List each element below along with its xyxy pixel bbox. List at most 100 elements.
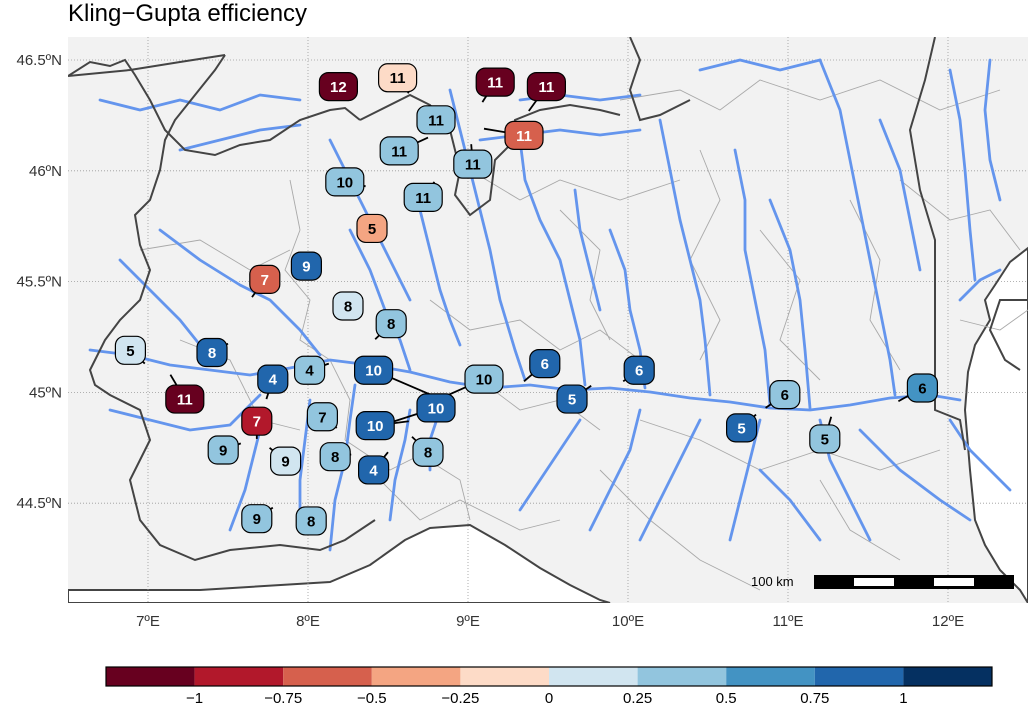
station-marker[interactable] bbox=[453, 149, 493, 179]
lat-tick-label: 46.5ºN bbox=[16, 52, 62, 69]
map-title: Kling−Gupta efficiency bbox=[68, 0, 308, 27]
station-marker[interactable] bbox=[270, 446, 302, 476]
lat-tick-label: 46ºN bbox=[29, 163, 62, 180]
lon-tick-label: 9ºE bbox=[456, 613, 480, 630]
station-marker[interactable] bbox=[290, 251, 322, 281]
colorbar-tick-label: −1 bbox=[186, 690, 203, 707]
river-line bbox=[818, 58, 897, 397]
colorbar-tick-label: −0.75 bbox=[264, 690, 302, 707]
station-marker[interactable] bbox=[249, 264, 281, 294]
station-label: 11 bbox=[487, 75, 503, 92]
station-marker[interactable] bbox=[526, 71, 567, 102]
scale-bar: 100 km bbox=[751, 574, 1014, 589]
lat-tick-label: 45.5ºN bbox=[16, 274, 62, 291]
station-marker[interactable] bbox=[114, 335, 147, 365]
lon-tick-label: 11ºE bbox=[772, 613, 803, 630]
admin-boundaries bbox=[139, 79, 1028, 591]
colorbar-segment bbox=[637, 667, 727, 686]
map-axes: 7ºE 8ºE 9ºE 10ºE 11ºE 12ºE 46.5ºN 46ºN 45.5ºN 45º… bbox=[16, 52, 964, 630]
station-marker[interactable] bbox=[379, 136, 419, 166]
station-marker[interactable] bbox=[809, 424, 841, 454]
river-line bbox=[658, 118, 712, 397]
river-line bbox=[448, 88, 527, 382]
lat-tick-label: 44.5ºN bbox=[16, 495, 62, 512]
scale-bar-segment bbox=[934, 578, 974, 586]
colorbar-tick-label: 0.25 bbox=[623, 690, 652, 707]
station-marker[interactable] bbox=[295, 506, 327, 536]
station-marker[interactable] bbox=[165, 384, 205, 414]
station-marker[interactable] bbox=[257, 364, 289, 394]
station-marker[interactable] bbox=[354, 355, 394, 385]
station-marker[interactable] bbox=[355, 411, 395, 441]
river-line bbox=[88, 348, 962, 412]
station-marker[interactable] bbox=[358, 455, 390, 485]
lat-tick-label: 45ºN bbox=[29, 384, 62, 401]
station-label: 8 bbox=[331, 449, 339, 466]
admin-boundary-line bbox=[639, 419, 941, 471]
station-marker[interactable] bbox=[356, 213, 388, 244]
station-label: 4 bbox=[305, 363, 314, 380]
colorbar-segment bbox=[814, 667, 904, 686]
station-marker[interactable] bbox=[318, 71, 358, 102]
station-marker[interactable] bbox=[475, 67, 515, 97]
station-marker[interactable] bbox=[529, 348, 561, 379]
lon-tick-label: 10ºE bbox=[612, 613, 644, 630]
station-marker[interactable] bbox=[207, 435, 239, 465]
national-border-line bbox=[359, 93, 621, 217]
station-label: 5 bbox=[737, 420, 745, 437]
station-label: 11 bbox=[465, 157, 481, 174]
station-label: 10 bbox=[367, 418, 384, 435]
station-label: 11 bbox=[177, 392, 193, 409]
admin-boundary-line bbox=[379, 479, 561, 531]
station-label: 11 bbox=[538, 79, 554, 96]
station-marker[interactable] bbox=[196, 337, 228, 368]
station-marker[interactable] bbox=[306, 402, 338, 432]
river-line bbox=[858, 428, 972, 522]
national-borders bbox=[68, 37, 1028, 562]
station-marker[interactable] bbox=[325, 167, 365, 197]
scale-bar-label: 100 km bbox=[751, 574, 794, 589]
admin-boundary-line bbox=[139, 239, 291, 271]
station-marker[interactable] bbox=[319, 442, 351, 472]
admin-boundary-line bbox=[284, 179, 351, 441]
colorbar-segment bbox=[903, 667, 992, 686]
station-label: 10 bbox=[336, 174, 353, 191]
station-marker[interactable] bbox=[416, 393, 456, 423]
station-markers: 12 11 11 11 11 11 11 11 10 11 5 9 7 8 8 5 8 11 4 4 10 10 6 6 10 7… bbox=[114, 63, 939, 536]
station-label: 11 bbox=[428, 112, 444, 129]
station-marker[interactable] bbox=[725, 413, 758, 443]
colorbar: −1 −0.75 −0.5 −0.25 0 0.25 0.5 0.75 1 bbox=[105, 666, 993, 707]
station-marker[interactable] bbox=[464, 364, 504, 394]
river-line bbox=[573, 188, 602, 312]
station-marker[interactable] bbox=[412, 437, 444, 467]
lon-tick-label: 7ºE bbox=[136, 613, 160, 630]
station-marker[interactable] bbox=[416, 105, 456, 135]
land-background bbox=[68, 37, 1028, 603]
station-label: 4 bbox=[269, 372, 278, 389]
station-marker[interactable] bbox=[623, 355, 655, 385]
station-marker[interactable] bbox=[294, 355, 326, 385]
station-label: 8 bbox=[208, 345, 216, 362]
river-line bbox=[638, 418, 702, 542]
station-marker[interactable] bbox=[504, 120, 544, 150]
colorbar-segment bbox=[726, 667, 815, 686]
station-marker[interactable] bbox=[332, 291, 364, 321]
station-marker[interactable] bbox=[556, 384, 588, 414]
station-marker[interactable] bbox=[241, 504, 273, 534]
station-label: 11 bbox=[516, 128, 532, 145]
colorbar-segment bbox=[460, 667, 549, 686]
station-marker[interactable] bbox=[375, 309, 407, 339]
station-marker[interactable] bbox=[403, 182, 443, 212]
station-label: 5 bbox=[568, 392, 576, 409]
station-label: 8 bbox=[344, 298, 352, 315]
colorbar-tick-label: 0.75 bbox=[800, 690, 829, 707]
station-marker[interactable] bbox=[241, 406, 273, 436]
station-marker[interactable] bbox=[769, 380, 801, 410]
station-marker[interactable] bbox=[906, 373, 939, 403]
river-line bbox=[983, 58, 1002, 202]
colorbar-segment bbox=[371, 667, 461, 686]
river-line bbox=[108, 393, 262, 432]
station-marker[interactable] bbox=[378, 63, 418, 93]
river-line bbox=[758, 468, 822, 542]
